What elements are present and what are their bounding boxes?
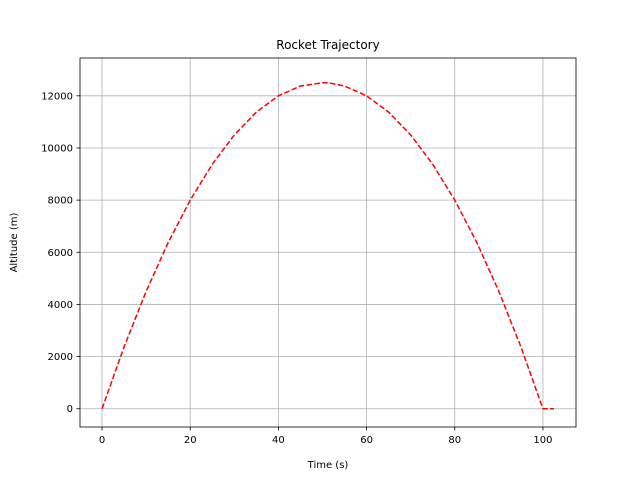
- x-tick-label: 60: [360, 435, 373, 446]
- x-axis-label: Time (s): [307, 460, 349, 471]
- grid-lines: [80, 58, 576, 427]
- x-tick-label: 20: [184, 435, 197, 446]
- x-tick-label: 80: [448, 435, 461, 446]
- y-tick-label: 12000: [41, 91, 73, 102]
- series-layer: [101, 81, 554, 410]
- trajectory-series-line: [101, 81, 554, 410]
- y-tick-label: 6000: [48, 248, 73, 259]
- y-axis-label: Altitude (m): [9, 213, 20, 273]
- x-axis-ticks: 0 20 40 60 80 100: [99, 427, 552, 446]
- y-tick-label: 10000: [41, 143, 73, 154]
- x-tick-label: 40: [272, 435, 285, 446]
- y-tick-label: 2000: [48, 352, 73, 363]
- chart-title: Rocket Trajectory: [276, 38, 379, 52]
- plot-frame: [79, 57, 577, 428]
- y-tick-label: 8000: [48, 196, 73, 207]
- x-tick-label: 100: [533, 435, 552, 446]
- y-axis-ticks: 0 2000 4000 6000 8000 10000 12000: [41, 91, 80, 415]
- x-tick-label: 0: [99, 435, 105, 446]
- y-tick-label: 0: [67, 404, 73, 415]
- y-tick-label: 4000: [48, 300, 73, 311]
